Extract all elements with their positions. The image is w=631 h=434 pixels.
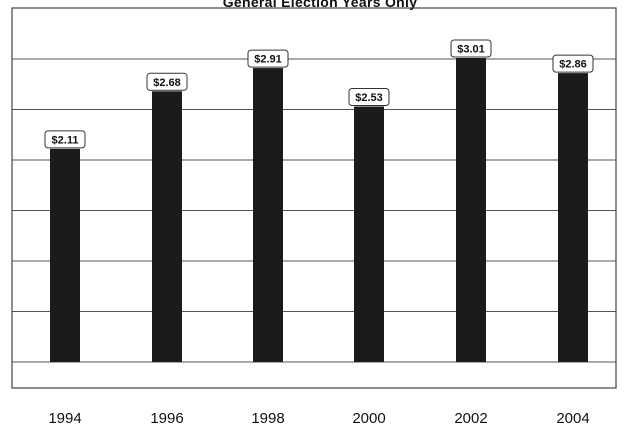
value-label-1996: $2.68	[146, 72, 188, 91]
value-label-text: $2.53	[355, 92, 383, 104]
value-label-box	[552, 54, 594, 73]
value-label-text: $2.91	[254, 54, 282, 66]
plot-frame	[11, 7, 617, 389]
x-tick-labels: 1994 1996 1998 2000 2002 2004	[48, 410, 589, 427]
value-label-text: $2.68	[153, 77, 181, 89]
value-label-1998: $2.91	[247, 49, 289, 68]
x-tick-label-2004: 2004	[556, 410, 589, 427]
x-tick-label-1994: 1994	[48, 410, 81, 427]
x-tick-label-1998: 1998	[251, 410, 284, 427]
x-tick-label-1996: 1996	[150, 410, 183, 427]
value-label-2004: $2.86	[552, 54, 594, 73]
value-label-box	[450, 39, 492, 58]
bar-2000	[354, 106, 384, 362]
bars	[50, 58, 588, 363]
x-tick-label-2000: 2000	[352, 410, 385, 427]
bar-1998	[253, 68, 283, 362]
bar-1994	[50, 148, 80, 362]
value-labels: $2.11 $2.68 $2.91 $2.53 $3.01 $2.86	[44, 39, 594, 149]
bar-2004	[558, 73, 588, 362]
value-label-text: $2.86	[559, 59, 587, 71]
value-label-box	[146, 72, 188, 91]
value-label-text: $3.01	[457, 44, 485, 56]
x-tick-label-2002: 2002	[454, 410, 487, 427]
value-label-2002: $3.01	[450, 39, 492, 58]
bar-1996	[152, 91, 182, 363]
value-label-2000: $2.53	[348, 88, 390, 106]
value-label-text: $2.11	[52, 134, 79, 146]
value-label-box	[44, 130, 86, 149]
value-label-box	[348, 88, 390, 106]
value-label-box	[247, 49, 289, 68]
chart-title: General Election Years Only	[222, 0, 418, 10]
gridlines	[12, 58, 616, 363]
bar-2002	[456, 58, 486, 362]
value-label-1994: $2.11	[44, 130, 86, 149]
